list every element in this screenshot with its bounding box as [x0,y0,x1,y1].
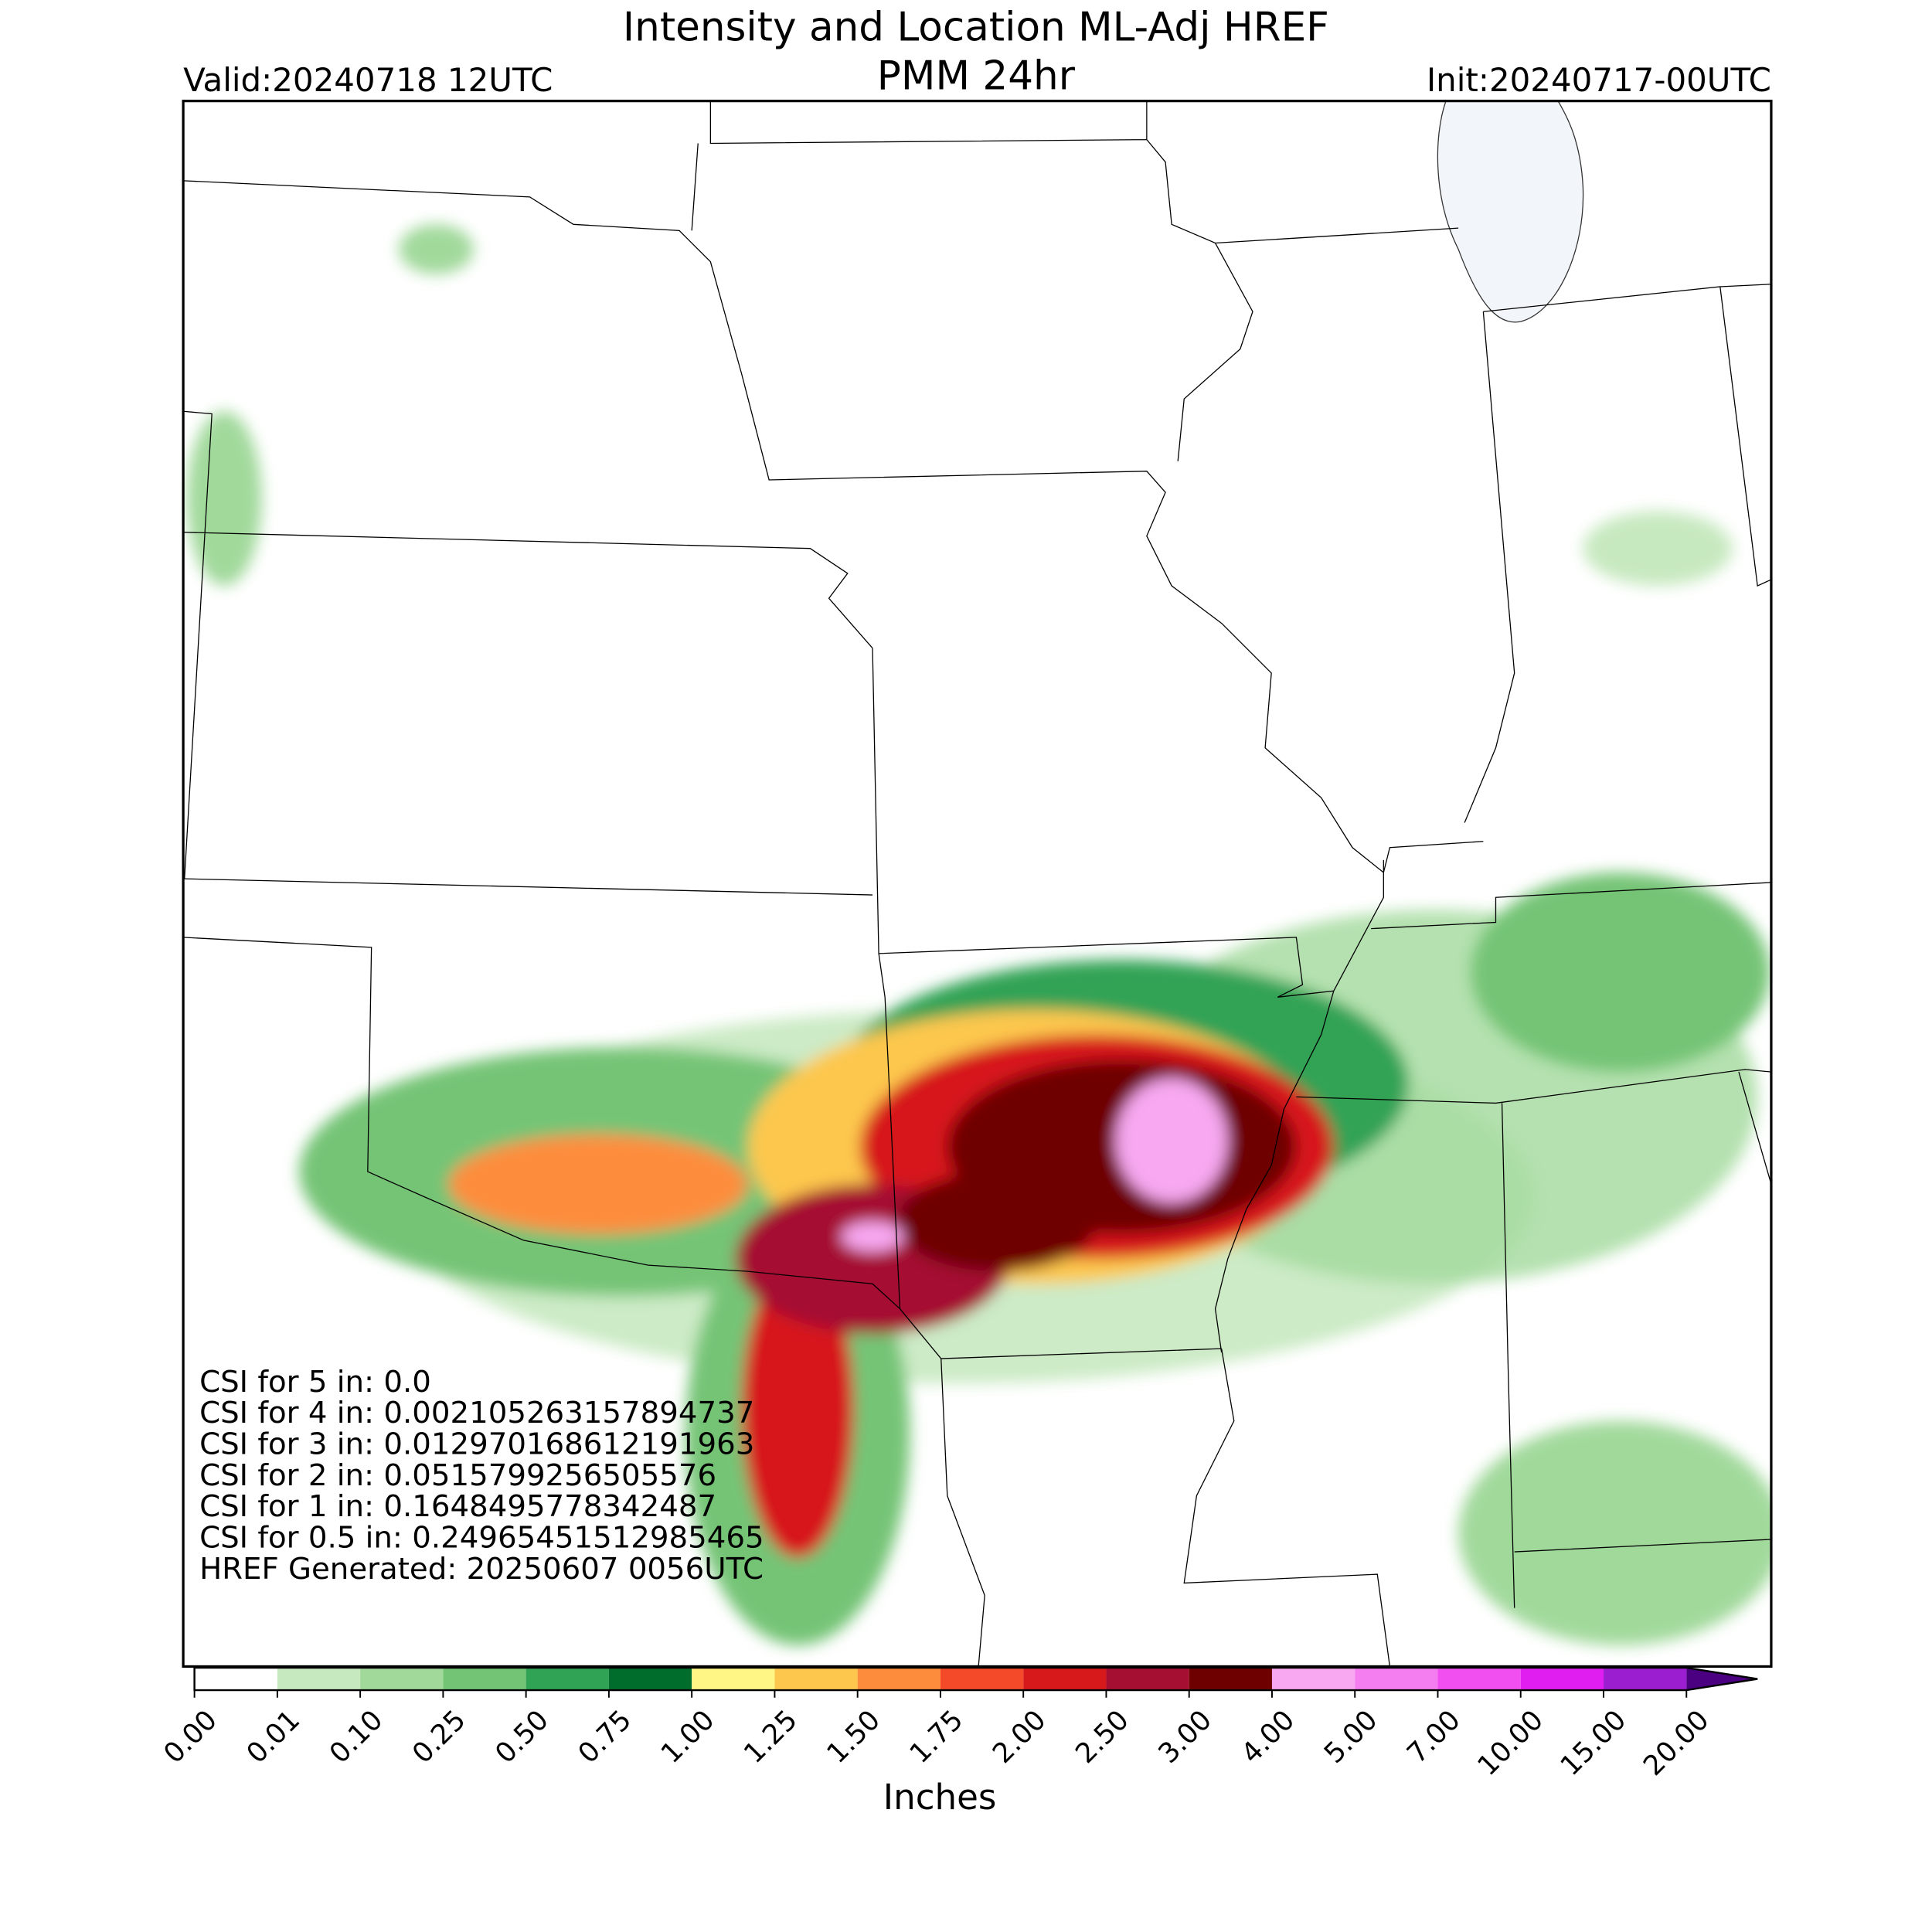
precipitation-field [186,224,1771,1646]
colorbar-segment [1520,1668,1604,1691]
map-background [183,100,1771,1667]
colorbar-tick-label: 2.50 [1070,1704,1135,1770]
colorbar-tick-label: 3.00 [1152,1704,1218,1770]
annotation: CSI for 1 in: 0.1648495778342487 [199,1489,716,1524]
colorbar-segment [774,1668,858,1691]
colorbar-segment [692,1668,775,1691]
colorbar-extend-arrow [1686,1668,1758,1691]
map [183,100,1771,1667]
colorbar-tick-label: 7.00 [1401,1704,1467,1770]
annotation: CSI for 0.5 in: 0.24965451512985465 [199,1520,764,1555]
colorbar-tick-label: 1.75 [903,1704,969,1770]
colorbar-segment [857,1668,940,1691]
colorbar-tick-label: 0.10 [324,1704,389,1770]
annotation: CSI for 4 in: 0.002105263157894737 [199,1396,754,1430]
map-frame [182,100,1773,1668]
colorbar-segment [1023,1668,1107,1691]
colorbar-segment [1106,1668,1189,1691]
colorbar-tick-label: 15.00 [1555,1704,1633,1782]
colorbar-segment [443,1668,526,1691]
valid-time: Valid:20240718 12UTC [183,61,553,99]
subtitle: PMM 24hr [877,53,1076,100]
colorbar-segment [360,1668,444,1691]
colorbar-tick-label: 0.00 [158,1704,223,1770]
annotation: HREF Generated: 20250607 0056UTC [199,1552,764,1587]
colorbar-tick-label: 0.75 [572,1704,638,1770]
annotation: CSI for 5 in: 0.0 [199,1365,431,1400]
colorbar-segment [194,1668,277,1691]
colorbar-tick-label: 0.50 [489,1704,555,1770]
colorbar-segment [1271,1668,1355,1691]
colorbar-segment [526,1668,609,1691]
colorbar-segment [1189,1668,1272,1691]
colorbar-tick-label: 0.01 [240,1704,306,1770]
annotation: CSI for 2 in: 0.0515799256505576 [199,1458,716,1493]
init-time: Init:20240717-00UTC [1427,61,1771,99]
colorbar: 0.00 0.01 0.10 0.25 0.50 0.75 1.00 1.25 1.50 1.75… [158,1666,1758,1782]
colorbar-tick-label: 5.00 [1318,1704,1384,1770]
colorbar-segment [1437,1668,1521,1691]
colorbar-tick-label: 20.00 [1638,1704,1716,1782]
state-borders [183,100,1771,1667]
colorbar-tick-label: 2.00 [987,1704,1053,1770]
colorbar-outline [193,1666,1758,1692]
colorbar-segment [1604,1668,1687,1691]
colorbar-tick-label: 4.00 [1235,1704,1301,1770]
colorbar-tick-label: 0.25 [406,1704,472,1770]
colorbar-tick-label: 1.50 [821,1704,886,1770]
colorbar-segment [277,1668,361,1691]
colorbar-segment [1355,1668,1438,1691]
colorbar-label: Inches [883,1777,997,1818]
colorbar-tick-label: 10.00 [1471,1704,1549,1782]
colorbar-segment [940,1668,1024,1691]
title: Intensity and Location ML-Adj HREF [623,5,1329,51]
colorbar-tick-label: 1.25 [738,1704,804,1770]
colorbar-segment [608,1668,692,1691]
annotation: CSI for 3 in: 0.012970168612191963 [199,1427,754,1461]
colorbar-tick-label: 1.00 [655,1704,721,1770]
lake-michigan [1437,100,1584,323]
